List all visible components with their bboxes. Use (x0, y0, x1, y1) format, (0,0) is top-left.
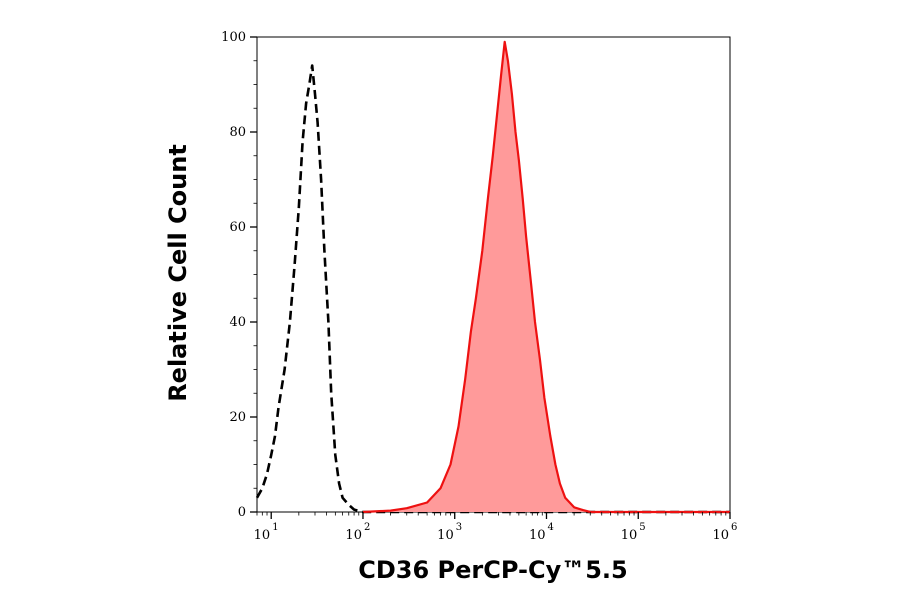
x-tick-label: 10 (437, 528, 454, 543)
x-tick-exponent: 2 (364, 522, 370, 533)
x-tick-label: 10 (712, 528, 729, 543)
x-tick-label: 10 (345, 528, 362, 543)
y-tick-label: 80 (229, 125, 246, 140)
x-tick-exponent: 3 (456, 522, 462, 533)
series-0-line (255, 64, 730, 514)
y-tick-label: 60 (229, 220, 246, 235)
series-layer (255, 40, 730, 514)
y-tick-label: 40 (229, 315, 246, 330)
x-tick-label: 10 (529, 528, 546, 543)
x-tick-exponent: 4 (547, 522, 553, 533)
x-tick-label: 10 (621, 528, 638, 543)
series-1-line (362, 40, 730, 514)
y-tick-label: 0 (238, 505, 246, 520)
y-axis-title: Relative Cell Count (164, 144, 192, 402)
x-tick-exponent: 6 (731, 522, 737, 533)
x-tick-label: 10 (254, 528, 271, 543)
y-tick-label: 20 (229, 410, 246, 425)
y-tick-label: 100 (221, 30, 246, 45)
x-tick-exponent: 1 (272, 522, 278, 533)
x-tick-exponent: 5 (639, 522, 645, 533)
x-axis-title: CD36 PerCP-Cy™5.5 (358, 556, 628, 584)
